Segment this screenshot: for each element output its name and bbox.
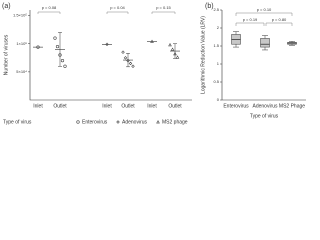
p-value: p = 0.04 — [110, 5, 125, 10]
error-bar — [58, 32, 62, 67]
point — [123, 56, 128, 60]
y-tick-label: 0 — [217, 97, 220, 102]
bracket — [265, 22, 293, 26]
point — [175, 55, 180, 59]
point — [116, 120, 120, 124]
point — [121, 50, 125, 54]
x-tick-label: Inlet — [102, 103, 112, 109]
whisker — [233, 31, 239, 35]
x-tick-label: MS2 Phage — [279, 103, 305, 109]
point — [128, 61, 133, 66]
error-bar — [126, 53, 130, 68]
axis — [29, 10, 192, 101]
y-axis-label: Logarithmic Reduction Value (LRV) — [200, 16, 206, 94]
bracket — [106, 11, 129, 14]
point — [156, 120, 160, 124]
point — [150, 39, 154, 43]
x-tick-label: Outlet — [121, 103, 135, 109]
bracket — [151, 11, 176, 14]
y-tick-label: 1.5×10⁵ — [13, 13, 27, 18]
point — [36, 45, 40, 49]
p-value: p = 0.10 — [257, 7, 272, 12]
point — [131, 64, 135, 68]
point — [168, 42, 172, 47]
x-tick-label: Enterovirus — [223, 103, 249, 109]
legend-label: MS2 phage — [162, 119, 188, 125]
whisker — [262, 35, 268, 39]
point — [76, 120, 80, 124]
panel-label: (b) — [205, 3, 214, 10]
point — [105, 42, 109, 47]
y-tick-label: 1.5 — [213, 43, 219, 48]
point — [63, 64, 67, 68]
p-value: p = 0.08 — [42, 5, 57, 10]
y-tick-label: 1 — [217, 61, 220, 66]
x-tick-label: Outlet — [53, 103, 67, 109]
bracket — [235, 12, 293, 16]
whisker — [233, 44, 239, 48]
y-tick-label: 5×10⁴ — [16, 69, 27, 74]
whisker — [262, 47, 268, 51]
p-value: p = 0.80 — [272, 17, 287, 22]
point — [53, 36, 57, 40]
error-bar — [173, 43, 177, 59]
box — [260, 38, 270, 48]
point — [55, 44, 60, 49]
x-tick-label: Inlet — [147, 103, 157, 109]
x-tick-label: Outlet — [168, 103, 182, 109]
legend-label: Adenovirus — [122, 119, 148, 125]
panel-label: (a) — [2, 3, 11, 10]
bracket — [235, 22, 265, 26]
y-axis-label: Number of viruses — [3, 34, 9, 75]
point — [170, 47, 175, 51]
bracket — [37, 11, 61, 14]
x-tick-label: Inlet — [33, 103, 43, 109]
p-value: p = 0.15 — [156, 5, 171, 10]
x-tick-label: Adenovirus — [252, 103, 278, 109]
y-tick-label: 0.5 — [213, 79, 219, 84]
y-tick-label: 2 — [217, 25, 220, 30]
p-value: p = 0.19 — [243, 17, 258, 22]
point — [60, 59, 65, 63]
x-axis-label: Type of virus — [250, 113, 279, 119]
figure: (a) (b) Number of viruses Logarithmic Re… — [2, 3, 306, 125]
x-axis-label: Type of virus — [3, 119, 32, 125]
y-tick-label: 1×10⁵ — [16, 41, 27, 46]
y-tick-label: 2.5 — [213, 7, 219, 12]
legend-label: Enterovirus — [82, 119, 108, 125]
